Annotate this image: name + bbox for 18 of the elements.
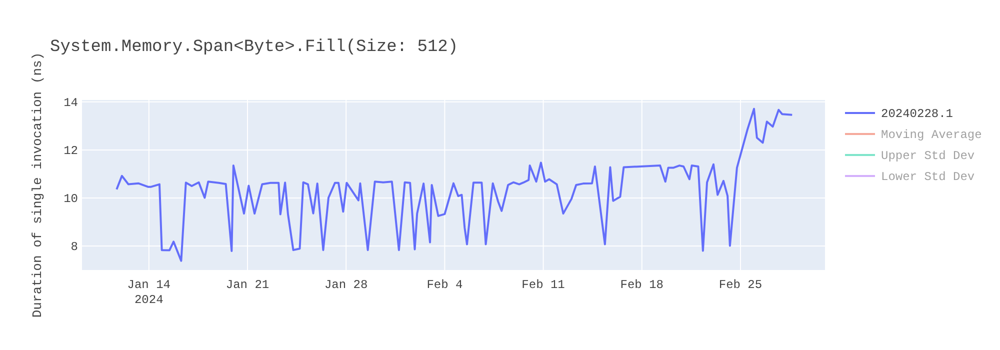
y-tick-label: 10 (64, 192, 78, 206)
x-tick-label: Feb 4 (426, 278, 463, 292)
line-series (116, 108, 794, 262)
x-tick-label: Feb 11 (522, 278, 565, 292)
y-axis-title: Duration of single invocation (ns) (30, 52, 45, 318)
legend-label: Moving Average (881, 128, 982, 142)
x-tick-label: Feb 25 (718, 278, 762, 292)
x-tick-label: Jan 28 (324, 278, 368, 292)
y-tick-label: 12 (64, 144, 78, 158)
legend-label: Lower Std Dev (881, 170, 975, 184)
legend-label: Upper Std Dev (881, 149, 975, 163)
x-tick-label: Jan 14 2024 (127, 278, 171, 307)
x-tick-label: Jan 21 (226, 278, 270, 292)
y-tick-label: 14 (64, 96, 78, 110)
x-tick-label: Feb 18 (620, 278, 664, 292)
legend-label: 20240228.1 (881, 107, 954, 121)
y-tick-label: 8 (70, 240, 78, 254)
chart-title: System.Memory.Span<Byte>.Fill(Size: 512) (50, 38, 458, 57)
